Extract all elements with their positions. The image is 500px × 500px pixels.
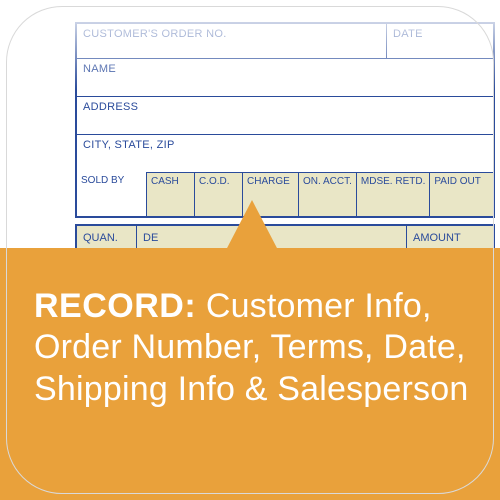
name-label: NAME <box>77 59 493 93</box>
callout-bold: RECORD: <box>34 287 196 325</box>
canvas: CUSTOMER'S ORDER NO. DATE NAME ADDRESS C… <box>0 0 500 500</box>
pay-cell-soldby: SOLD BY <box>77 172 147 216</box>
form-row-city: CITY, STATE, ZIP <box>77 135 493 173</box>
address-label: ADDRESS <box>77 97 493 131</box>
date-label: DATE <box>387 24 493 58</box>
callout-pointer-icon <box>226 200 278 250</box>
form-row-name: NAME <box>77 59 493 97</box>
order-form: CUSTOMER'S ORDER NO. DATE NAME ADDRESS C… <box>75 22 495 175</box>
callout-text: RECORD: Customer Info, Order Number, Ter… <box>34 286 474 410</box>
form-row-order-date: CUSTOMER'S ORDER NO. DATE <box>77 24 493 59</box>
payment-strip: SOLD BY CASH C.O.D. CHARGE ON. ACCT. MDS… <box>75 172 495 218</box>
pay-cell-paidout: PAID OUT <box>430 172 493 216</box>
city-label: CITY, STATE, ZIP <box>77 135 493 169</box>
pay-cell-onacct: ON. ACCT. <box>299 172 357 216</box>
form-row-address: ADDRESS <box>77 97 493 135</box>
callout-box: RECORD: Customer Info, Order Number, Ter… <box>0 248 500 500</box>
pay-cell-cash: CASH <box>147 172 195 216</box>
pay-cell-mdse: MDSE. RETD. <box>357 172 430 216</box>
order-no-label: CUSTOMER'S ORDER NO. <box>77 24 387 58</box>
